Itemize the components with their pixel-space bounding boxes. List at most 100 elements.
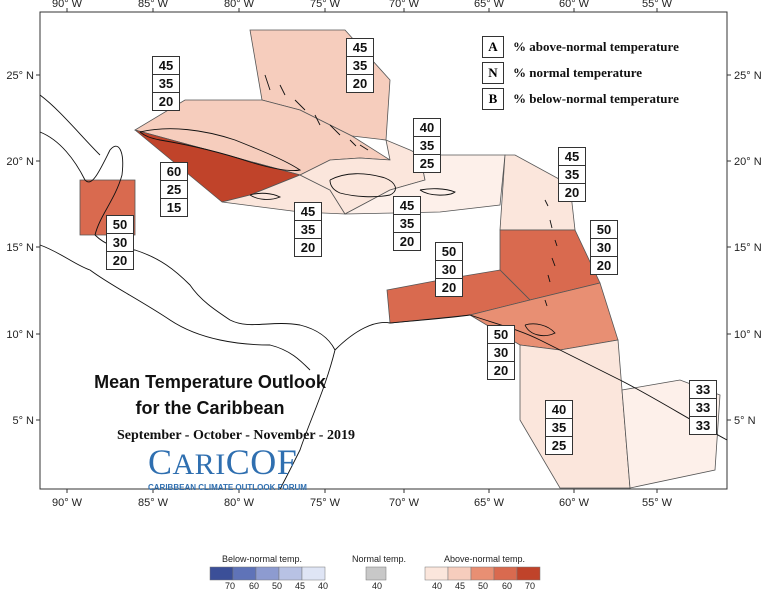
above-normal-value: 50 bbox=[436, 243, 462, 261]
prob-box-turks-caicos: 40 35 25 bbox=[413, 118, 441, 173]
normal-value: 30 bbox=[436, 261, 462, 279]
normal-value: 35 bbox=[153, 75, 179, 93]
prob-box-cayman-jamaica: 60 25 15 bbox=[160, 162, 188, 217]
normal-value: 35 bbox=[546, 419, 572, 437]
above-normal-value: 40 bbox=[546, 401, 572, 419]
normal-value: 35 bbox=[394, 215, 420, 233]
colorbar-below-tick: 45 bbox=[295, 581, 306, 591]
lon-label-bottom: 80° W bbox=[224, 497, 255, 509]
below-normal-value: 33 bbox=[695, 418, 711, 433]
above-normal-value: 50 bbox=[107, 216, 133, 234]
below-normal-value: 20 bbox=[112, 253, 128, 268]
puerto-rico-outline bbox=[419, 188, 456, 196]
below-normal-value: 15 bbox=[166, 200, 182, 215]
lat-label-left: 20° N bbox=[6, 156, 34, 168]
lon-label-bottom: 65° W bbox=[474, 497, 505, 509]
bahamas-islands bbox=[264, 74, 369, 151]
colorbar-above-tick: 45 bbox=[455, 581, 466, 591]
lat-label-left: 10° N bbox=[6, 329, 34, 341]
lat-label-right: 10° N bbox=[734, 329, 762, 341]
lon-label-bottom: 70° W bbox=[389, 497, 420, 509]
normal-value: 35 bbox=[559, 166, 585, 184]
logo-letters: ARI bbox=[172, 448, 226, 481]
colorbar-below-title: Below-normal temp. bbox=[222, 554, 303, 564]
below-normal-value: 20 bbox=[300, 240, 316, 255]
colorbar-below-tick: 40 bbox=[318, 581, 329, 591]
below-normal-value: 20 bbox=[564, 185, 580, 200]
land-outlines bbox=[39, 74, 728, 490]
normal-value: 30 bbox=[591, 239, 617, 257]
normal-value: 30 bbox=[488, 344, 514, 362]
legend-text: % below-normal temperature bbox=[513, 91, 679, 106]
region-leeward-north bbox=[499, 154, 576, 231]
prob-box-jamaica-south: 45 35 20 bbox=[294, 202, 322, 257]
below-normal-value: 20 bbox=[493, 363, 509, 378]
lon-label-bottom: 90° W bbox=[52, 497, 83, 509]
coastline-mexico-yucatan bbox=[39, 131, 124, 236]
lat-label-left: 25° N bbox=[6, 70, 34, 82]
colorbar-normal-title: Normal temp. bbox=[352, 554, 407, 564]
legend-text: % above-normal temperature bbox=[513, 39, 679, 54]
normal-value: 33 bbox=[690, 399, 716, 417]
legend-key: B bbox=[482, 88, 504, 110]
legend-row-above: A % above-normal temperature bbox=[482, 34, 679, 60]
above-normal-value: 50 bbox=[591, 221, 617, 239]
lon-label-bottom: 60° W bbox=[559, 497, 590, 509]
cuba-outline bbox=[139, 128, 302, 171]
caricof-logo: CARICOF CARIBBEAN CLIMATE OUTLOOK FORUM bbox=[148, 444, 324, 492]
above-normal-value: 45 bbox=[295, 203, 321, 221]
logo-wordmark: CARICOF bbox=[148, 444, 324, 481]
above-normal-value: 45 bbox=[347, 39, 373, 57]
above-normal-value: 40 bbox=[414, 119, 440, 137]
lon-label-top: 65° W bbox=[474, 0, 505, 10]
lon-label-top: 60° W bbox=[559, 0, 590, 10]
prob-box-cuba: 45 35 20 bbox=[152, 56, 180, 111]
prob-box-bahamas-north: 45 35 20 bbox=[346, 38, 374, 93]
legend-text: % normal temperature bbox=[513, 65, 643, 80]
lon-label-top: 85° W bbox=[138, 0, 169, 10]
above-normal-value: 45 bbox=[394, 197, 420, 215]
map-period: September - October - November - 2019 bbox=[117, 428, 355, 443]
prob-box-guyana: 40 35 25 bbox=[545, 400, 573, 455]
coastline-south-america-north bbox=[334, 314, 728, 441]
above-normal-value: 50 bbox=[488, 326, 514, 344]
colorbar-below-tick: 50 bbox=[272, 581, 283, 591]
jamaica-outline bbox=[249, 192, 282, 200]
colorbar-above-title: Above-normal temp. bbox=[444, 554, 526, 564]
colorbar-below-tick: 60 bbox=[249, 581, 260, 591]
below-normal-value: 20 bbox=[441, 280, 457, 295]
above-normal-value: 60 bbox=[161, 163, 187, 181]
colorbar-above-tick: 40 bbox=[432, 581, 443, 591]
normal-value: 25 bbox=[161, 181, 187, 199]
prob-box-lesser-antilles: 50 30 20 bbox=[590, 220, 618, 275]
below-normal-value: 20 bbox=[596, 258, 612, 273]
below-normal-value: 20 bbox=[352, 76, 368, 91]
colorbar-above-tick: 70 bbox=[525, 581, 536, 591]
logo-letter: C bbox=[148, 442, 173, 482]
legend-row-below: B % below-normal temperature bbox=[482, 86, 679, 112]
normal-value: 35 bbox=[347, 57, 373, 75]
below-normal-value: 25 bbox=[551, 438, 567, 453]
lon-label-top: 90° W bbox=[52, 0, 83, 10]
prob-box-french-guiana: 33 33 33 bbox=[689, 380, 717, 435]
prob-box-leeward-north: 45 35 20 bbox=[558, 147, 586, 202]
lon-label-top: 55° W bbox=[642, 0, 673, 10]
lat-label-right: 15° N bbox=[734, 242, 762, 254]
lat-label-right: 25° N bbox=[734, 70, 762, 82]
map-legend: A % above-normal temperature N % normal … bbox=[482, 34, 679, 112]
legend-key: A bbox=[482, 36, 504, 58]
above-normal-value: 45 bbox=[559, 148, 585, 166]
below-normal-value: 20 bbox=[399, 234, 415, 249]
normal-value: 35 bbox=[295, 221, 321, 239]
lon-label-top: 70° W bbox=[389, 0, 420, 10]
hispaniola-outline bbox=[329, 173, 396, 198]
legend-row-normal: N % normal temperature bbox=[482, 60, 679, 86]
trinidad-outline bbox=[524, 323, 556, 337]
prob-box-trinidad: 50 30 20 bbox=[487, 325, 515, 380]
logo-subtitle: CARIBBEAN CLIMATE OUTLOOK FORUM bbox=[148, 483, 307, 492]
florida-coast bbox=[39, 94, 101, 156]
lat-label-right: 20° N bbox=[734, 156, 762, 168]
prob-box-abc-islands: 50 30 20 bbox=[435, 242, 463, 297]
prob-box-hispaniola-pr: 45 35 20 bbox=[393, 196, 421, 251]
normal-value: 35 bbox=[414, 137, 440, 155]
